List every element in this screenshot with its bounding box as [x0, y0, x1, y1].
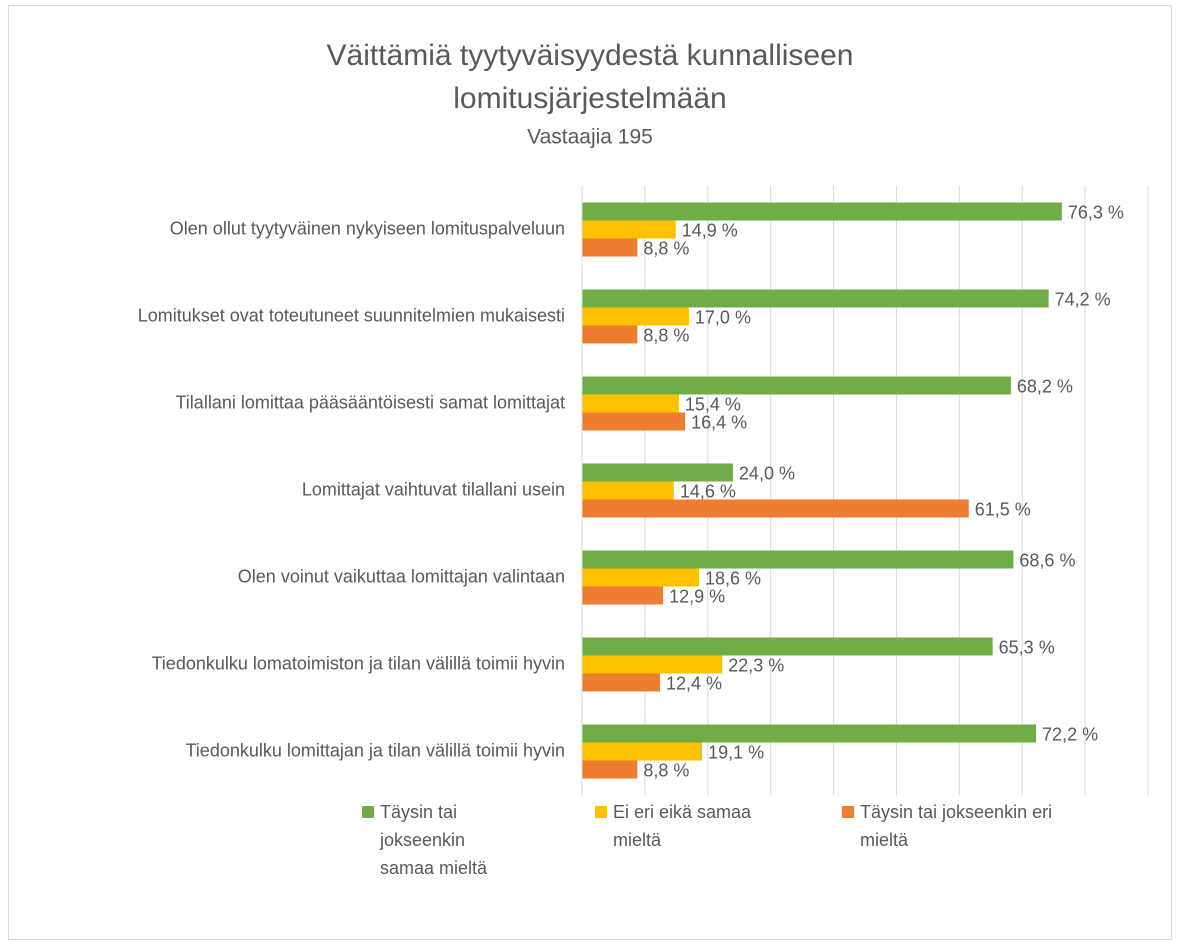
category-label: Tiedonkulku lomittajan ja tilan välillä … — [185, 740, 565, 760]
bar — [582, 463, 733, 482]
bar — [582, 760, 638, 779]
category-label: Tiedonkulku lomatoimiston ja tilan välil… — [151, 653, 565, 673]
bar — [582, 325, 638, 344]
value-label: 12,9 % — [669, 586, 725, 606]
value-label: 68,2 % — [1017, 376, 1073, 396]
value-label: 24,0 % — [739, 463, 795, 483]
legend-label: Täysin tai jokseenkin eri mieltä — [860, 802, 1053, 850]
value-label: 8,8 % — [643, 760, 689, 780]
legend-label: Täysin tai jokseenkin samaa mieltä — [380, 802, 488, 878]
value-label: 22,3 % — [728, 655, 784, 675]
value-label: 19,1 % — [708, 742, 764, 762]
value-label: 72,2 % — [1042, 724, 1098, 744]
bar — [582, 238, 638, 257]
category-label: Olen ollut tyytyväinen nykyiseen lomitus… — [170, 218, 565, 238]
value-label: 18,6 % — [705, 568, 761, 588]
bar — [582, 499, 969, 518]
value-label: 76,3 % — [1068, 202, 1124, 222]
category-label: Lomitukset ovat toteutuneet suunnitelmie… — [138, 305, 565, 325]
bar — [582, 202, 1062, 221]
value-label: 61,5 % — [975, 499, 1031, 519]
bar — [582, 550, 1014, 569]
bar — [582, 220, 676, 239]
value-label: 12,4 % — [666, 673, 722, 693]
bar — [582, 481, 674, 500]
chart-title: Väittämiä tyytyväisyydestä kunnalliseen — [327, 39, 854, 72]
bar — [582, 586, 664, 605]
bar — [582, 307, 689, 326]
value-label: 74,2 % — [1055, 289, 1111, 309]
value-label: 15,4 % — [685, 394, 741, 414]
bar — [582, 673, 660, 692]
value-label: 65,3 % — [999, 637, 1055, 657]
value-label: 8,8 % — [643, 238, 689, 258]
legend-swatch — [595, 806, 607, 818]
legend-swatch — [842, 806, 854, 818]
bar — [582, 637, 993, 656]
bar — [582, 412, 686, 431]
bar — [582, 394, 679, 413]
bar — [582, 724, 1037, 743]
bar — [582, 289, 1049, 308]
category-label: Tilallani lomittaa pääsääntöisesti samat… — [175, 392, 565, 412]
value-label: 17,0 % — [695, 307, 751, 327]
chart-subtitle: Vastaajia 195 — [527, 126, 653, 149]
bar — [582, 568, 699, 587]
bar — [582, 376, 1011, 395]
category-label: Lomittajat vaihtuvat tilallani usein — [302, 479, 565, 499]
value-label: 14,9 % — [682, 220, 738, 240]
legend-label: Ei eri eikä samaa mieltä — [613, 802, 752, 850]
value-label: 68,6 % — [1019, 550, 1075, 570]
value-label: 16,4 % — [691, 412, 747, 432]
value-label: 14,6 % — [680, 481, 736, 501]
value-label: 8,8 % — [643, 325, 689, 345]
bar — [582, 742, 703, 761]
legend-swatch — [362, 806, 374, 818]
bar — [582, 655, 723, 674]
category-label: Olen voinut vaikuttaa lomittajan valinta… — [238, 566, 565, 586]
chart-title: lomitusjärjestelmään — [453, 82, 726, 115]
